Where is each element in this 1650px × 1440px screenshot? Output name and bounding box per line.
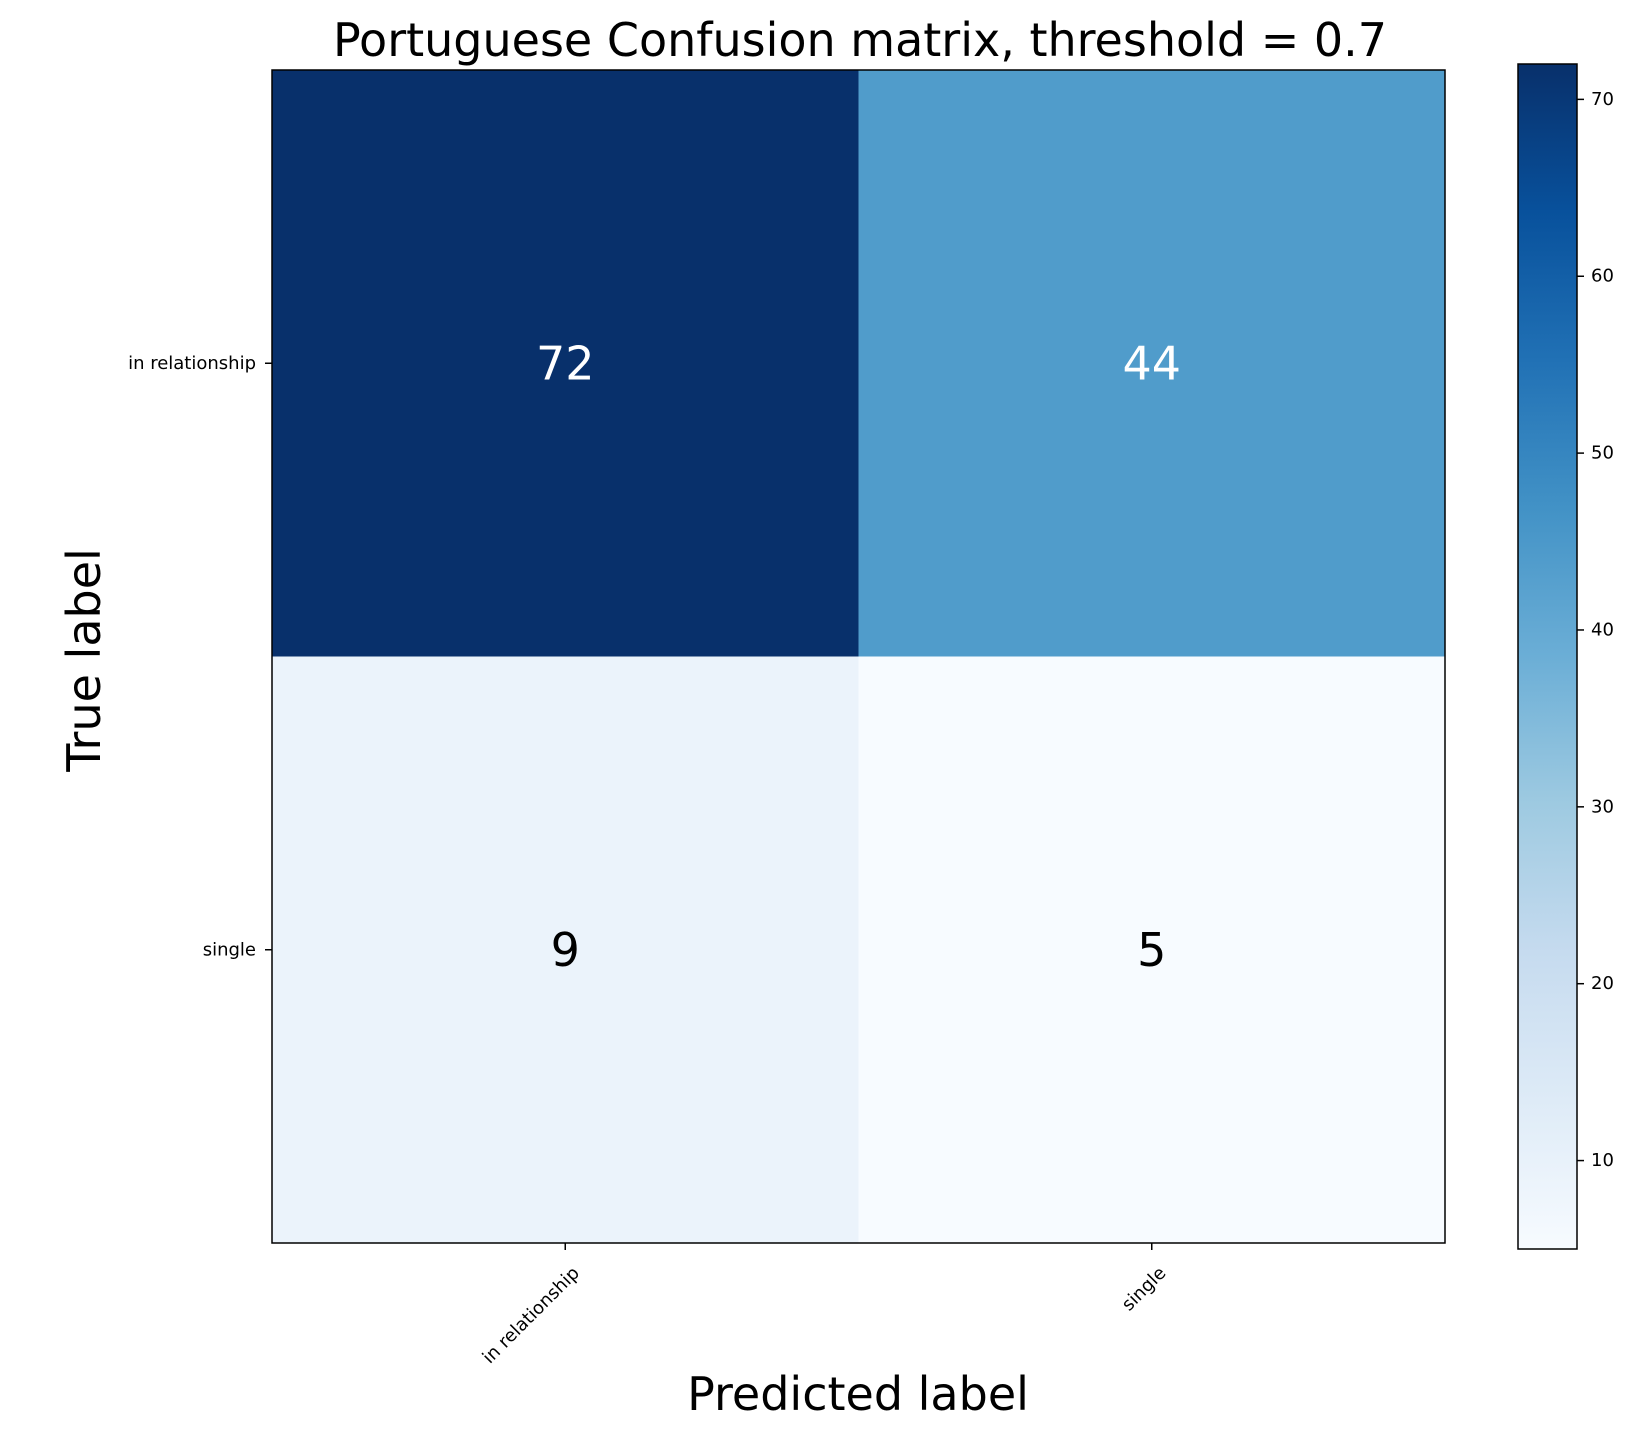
colorbar-tick-label: 10 (1591, 1150, 1614, 1171)
y-axis-label: True label (57, 548, 111, 773)
heatmap-cell-labels: 72 44 9 5 (536, 336, 1181, 977)
colorbar-tick-label: 70 (1591, 89, 1614, 110)
x-axis-label: Predicted label (687, 1367, 1029, 1421)
heatmap-cell-r1-c1 (858, 656, 1446, 1244)
heatmap-cells (272, 70, 1446, 1244)
cell-value-r1-c1: 5 (1137, 923, 1166, 977)
chart-title: Portuguese Confusion matrix, threshold =… (333, 13, 1387, 67)
x-tick-label: single (1118, 1263, 1171, 1316)
cell-value-r0-c0: 72 (536, 336, 595, 390)
y-axis-ticks: in relationship single (128, 353, 272, 960)
colorbar (1517, 63, 1578, 1250)
heatmap-cell-r0-c1 (858, 70, 1446, 657)
colorbar-tick-label: 30 (1591, 796, 1614, 817)
heatmap-cell-r1-c0 (272, 656, 859, 1244)
x-tick-label: in relationship (479, 1263, 584, 1368)
cell-value-r0-c1: 44 (1122, 336, 1181, 390)
cell-value-r1-c0: 9 (551, 923, 580, 977)
colorbar-tick-label: 40 (1591, 619, 1614, 640)
x-axis-ticks: in relationship single (479, 1243, 1171, 1368)
colorbar-tick-label: 20 (1591, 973, 1614, 994)
y-tick-label: in relationship (128, 353, 256, 374)
colorbar-ticks: 10 20 30 40 50 60 70 (1577, 89, 1614, 1171)
colorbar-tick-label: 60 (1591, 266, 1614, 287)
y-tick-label: single (203, 939, 256, 960)
heatmap-cell-r0-c0 (272, 70, 859, 657)
plot-frame (271, 69, 1446, 1244)
colorbar-tick-label: 50 (1591, 443, 1614, 464)
